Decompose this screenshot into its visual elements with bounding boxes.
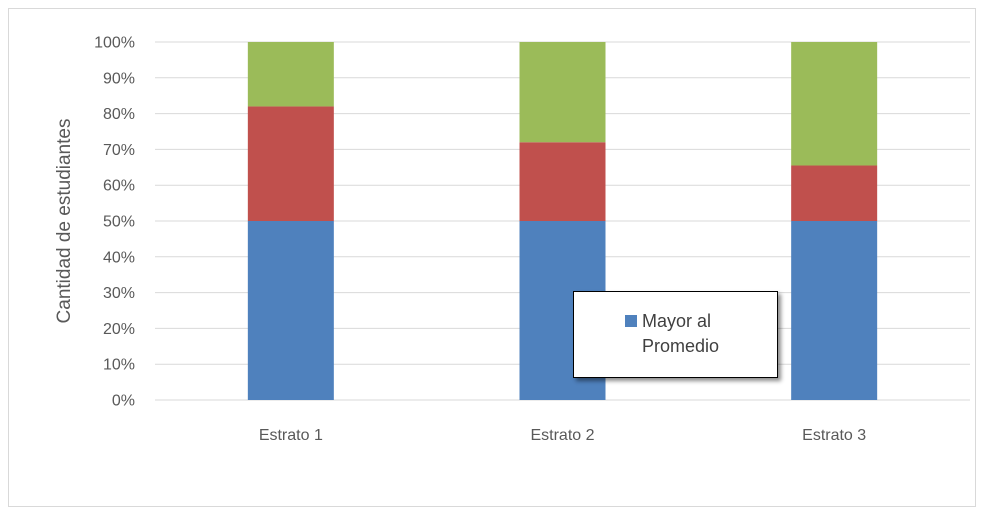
- bar-segment: [791, 166, 877, 221]
- y-tick-label: 30%: [103, 285, 135, 302]
- y-tick-label: 0%: [112, 393, 135, 410]
- y-tick-label: 100%: [94, 35, 135, 52]
- y-tick-label: 40%: [103, 249, 135, 266]
- bar-segment: [248, 42, 334, 106]
- bar-segment: [248, 106, 334, 221]
- legend-swatch-mayor-al-promedio: [625, 315, 637, 327]
- y-tick-label: 60%: [103, 178, 135, 195]
- bar-segment: [520, 42, 606, 142]
- y-tick-label: 50%: [103, 214, 135, 231]
- legend: Mayor al Promedio: [573, 291, 778, 378]
- bar-segment: [248, 221, 334, 400]
- y-tick-label: 10%: [103, 357, 135, 374]
- y-tick-label: 90%: [103, 70, 135, 87]
- x-tick-labels: Estrato 1 Estrato 2 Estrato 3: [259, 427, 866, 444]
- bar-segment: [791, 42, 877, 166]
- bar-segment: [791, 221, 877, 400]
- legend-label-mayor-al-promedio: Mayor al Promedio: [642, 309, 762, 359]
- x-tick-label: Estrato 2: [530, 427, 594, 444]
- y-tick-label: 70%: [103, 142, 135, 159]
- x-tick-label: Estrato 3: [802, 427, 866, 444]
- y-tick-labels: 0% 10% 20% 30% 40% 50% 60% 70% 80% 90% 100%: [94, 35, 135, 410]
- y-tick-label: 20%: [103, 321, 135, 338]
- bar-segment: [520, 142, 606, 221]
- y-tick-label: 80%: [103, 106, 135, 123]
- y-axis-title: Cantidad de estudiantes: [54, 119, 75, 324]
- x-tick-label: Estrato 1: [259, 427, 323, 444]
